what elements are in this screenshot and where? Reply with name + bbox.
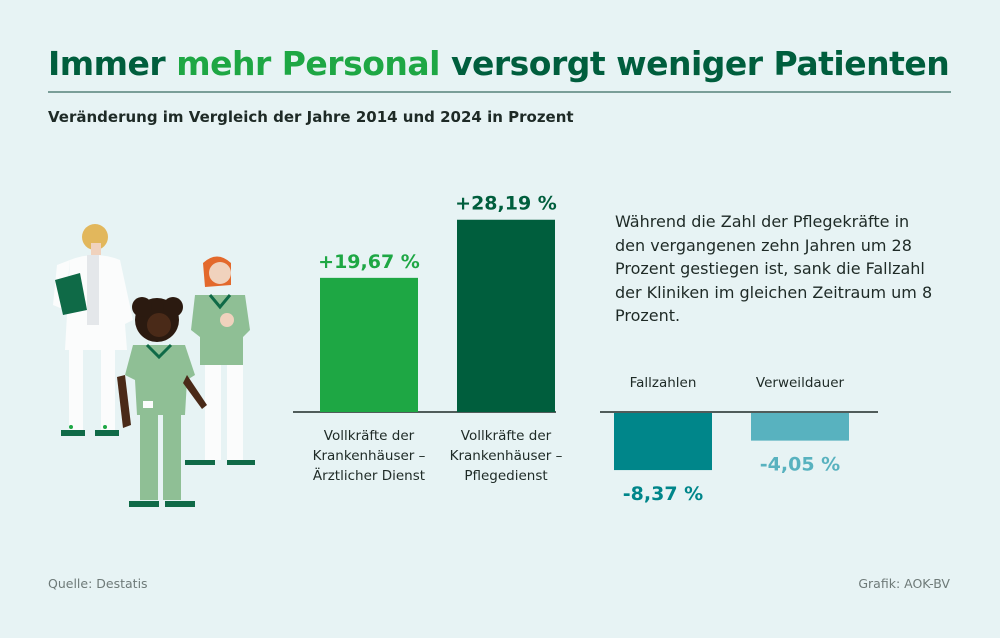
chart-subtitle: Veränderung im Vergleich der Jahre 2014 … — [48, 108, 574, 126]
category-label-vollkräfte-der-krankenhäuser-pflegedienst: Vollkräfte der — [461, 428, 552, 444]
source-label: Quelle: Destatis — [48, 576, 148, 591]
title-part-2: versorgt weniger Patienten — [439, 44, 950, 83]
medical-staff-illustration — [53, 224, 255, 507]
chart-title: Immer mehr Personal versorgt weniger Pat… — [48, 44, 950, 83]
title-part-1: Immer — [48, 44, 177, 83]
category-label-vollkräfte-der-krankenhäuser-ärztlicher-dienst: Ärztlicher Dienst — [313, 466, 425, 484]
category-label-verweildauer: Verweildauer — [756, 375, 845, 391]
bar-verweildauer — [751, 413, 849, 441]
value-label-vollkräfte-der-krankenhäuser-ärztlicher-dienst: +19,67 % — [318, 251, 420, 273]
title-divider — [48, 91, 951, 93]
value-label-fallzahlen: -8,37 % — [623, 483, 703, 505]
category-label-fallzahlen: Fallzahlen — [630, 375, 697, 391]
bar-fallzahlen — [614, 413, 712, 471]
category-label-vollkräfte-der-krankenhäuser-ärztlicher-dienst: Krankenhäuser – — [313, 448, 426, 464]
category-label-vollkräfte-der-krankenhäuser-pflegedienst: Krankenhäuser – — [450, 448, 563, 464]
category-label-vollkräfte-der-krankenhäuser-pflegedienst: Pflegedienst — [464, 468, 547, 484]
nurse-center-figure — [117, 297, 207, 507]
nurse-red-hair-figure — [185, 256, 255, 465]
credit-label: Grafik: AOK-BV — [858, 576, 950, 591]
bar-vollkräfte-der-krankenhäuser-pflegedienst — [457, 219, 555, 412]
value-label-verweildauer: -4,05 % — [760, 454, 840, 476]
value-label-vollkräfte-der-krankenhäuser-pflegedienst: +28,19 % — [455, 193, 557, 215]
doctor-figure — [53, 224, 133, 436]
annotation-text: Während die Zahl der Pflegekräfte in den… — [615, 212, 933, 325]
category-label-vollkräfte-der-krankenhäuser-ärztlicher-dienst: Vollkräfte der — [324, 428, 415, 444]
title-highlight: mehr Personal — [176, 44, 440, 83]
bar-vollkräfte-der-krankenhäuser-ärztlicher-dienst — [320, 277, 418, 412]
